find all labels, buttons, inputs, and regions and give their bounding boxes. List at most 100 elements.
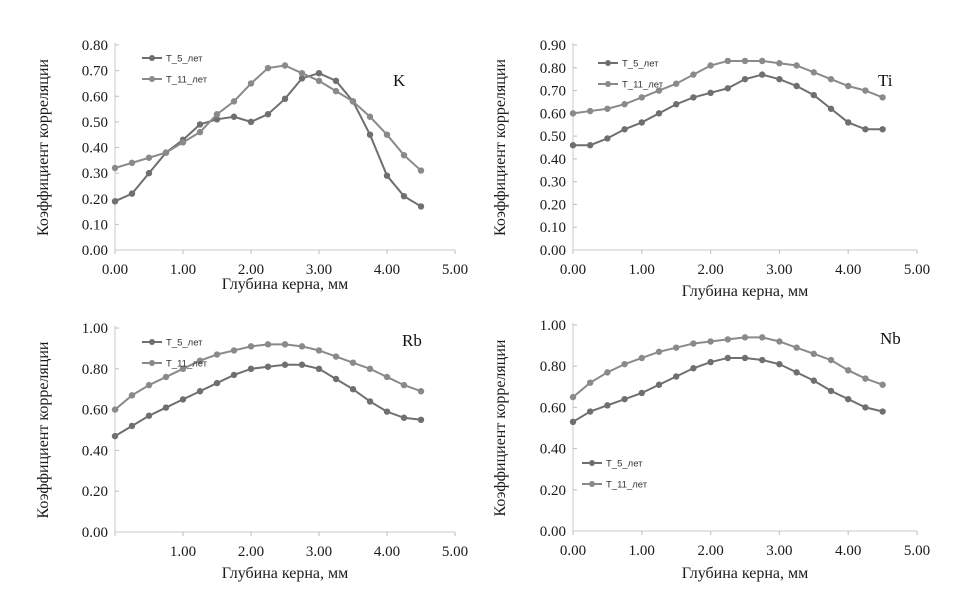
x-tick-label: 2.00 — [697, 262, 723, 278]
data-point — [655, 87, 663, 94]
x-tick-label: 4.00 — [374, 544, 400, 560]
data-point — [128, 392, 136, 399]
data-point — [264, 64, 272, 72]
x-axis-title: Глубина керна, мм — [222, 565, 349, 582]
element-label: Ti — [878, 71, 893, 90]
data-point — [638, 119, 645, 126]
data-point — [179, 139, 187, 146]
x-axis-title: Глубина керна, мм — [682, 283, 809, 300]
data-point — [383, 131, 391, 138]
y-tick-label: 0.40 — [540, 442, 566, 458]
data-point — [145, 381, 153, 389]
data-point — [332, 87, 340, 95]
x-tick-label: 1.00 — [629, 543, 655, 559]
data-point — [400, 381, 408, 389]
series-t5 — [111, 361, 425, 440]
data-point — [247, 343, 255, 350]
x-tick-label: 5.00 — [442, 262, 468, 278]
x-tick-label: 4.00 — [374, 262, 400, 278]
data-point — [845, 395, 852, 403]
legend-label: T_5_лет — [622, 59, 659, 70]
data-point — [776, 338, 783, 345]
x-tick-label: 3.00 — [306, 544, 332, 560]
chart-panel-nb: 0.00 0.20 0.40 0.60 0.80 1.00 0.00 1.00 2.00 3.00… — [492, 318, 930, 582]
data-point — [862, 87, 869, 94]
data-point — [655, 348, 663, 355]
x-tick-label: 3.00 — [306, 262, 332, 278]
x-tick-label: 5.00 — [442, 544, 468, 560]
data-point — [793, 82, 800, 90]
data-point — [179, 396, 187, 403]
y-tick-label: 0.30 — [540, 175, 566, 191]
data-point — [827, 75, 835, 83]
data-point — [281, 95, 289, 103]
data-point — [230, 113, 238, 120]
y-tick-label: 0.30 — [82, 166, 108, 182]
data-point — [247, 365, 255, 372]
y-tick-label: 0.90 — [540, 38, 566, 54]
x-tick-label: 2.00 — [238, 262, 264, 278]
data-point — [315, 365, 323, 372]
data-point — [707, 89, 714, 97]
data-point — [879, 381, 886, 388]
legend-marker — [149, 360, 155, 366]
data-point — [145, 412, 153, 419]
y-tick-label: 1.00 — [540, 318, 566, 334]
data-point — [638, 389, 645, 397]
y-tick-label: 0.60 — [540, 106, 566, 122]
series-line — [572, 336, 883, 398]
data-point — [366, 131, 374, 138]
data-point — [264, 110, 272, 118]
data-point — [604, 105, 611, 112]
chart-panel-rb: 0.00 0.20 0.40 0.60 0.80 1.00 1.00 2.00 3.00 4.00… — [35, 321, 468, 582]
y-tick-label: 0.00 — [82, 525, 108, 541]
data-point — [587, 142, 594, 149]
series-t5 — [111, 69, 425, 210]
data-point — [213, 351, 221, 358]
data-point — [741, 354, 749, 362]
y-tick-label: 0.20 — [82, 192, 108, 208]
data-point — [621, 395, 628, 403]
y-tick-label: 0.60 — [540, 400, 566, 416]
series-t5 — [569, 71, 886, 149]
series-t11 — [569, 334, 886, 401]
y-tick-label: 0.80 — [540, 61, 566, 77]
y-tick-label: 0.80 — [82, 362, 108, 378]
data-point — [315, 69, 323, 77]
x-axis-title: Глубина керна, мм — [222, 276, 349, 293]
data-point — [111, 198, 119, 205]
y-tick-label: 1.00 — [82, 321, 108, 337]
data-point — [400, 151, 408, 159]
legend-label: T_11_лет — [166, 359, 208, 370]
y-tick-label: 0.50 — [540, 129, 566, 145]
data-point — [196, 128, 204, 136]
legend-marker — [589, 481, 595, 487]
y-tick-label: 0.70 — [540, 84, 566, 100]
x-tick-label: 0.00 — [560, 543, 586, 559]
data-point — [400, 414, 408, 421]
y-tick-label: 0.00 — [540, 243, 566, 259]
data-point — [759, 356, 766, 364]
element-label: Rb — [402, 331, 422, 350]
x-tick-label: 2.00 — [697, 543, 723, 559]
data-point — [332, 375, 340, 383]
data-point — [827, 105, 835, 112]
data-point — [569, 418, 577, 426]
element-label: K — [393, 71, 406, 90]
data-point — [690, 94, 697, 101]
legend-marker — [605, 60, 611, 66]
y-axis-title: Коэффициент корреляции — [35, 341, 52, 518]
data-point — [707, 358, 714, 366]
data-point — [621, 360, 628, 368]
data-point — [759, 334, 766, 341]
data-point — [707, 62, 714, 69]
y-tick-label: 0.80 — [540, 359, 566, 375]
data-point — [827, 387, 835, 395]
x-tick-label: 5.00 — [904, 543, 930, 559]
data-point — [793, 344, 800, 351]
series-line — [114, 363, 422, 437]
legend-marker — [149, 76, 155, 82]
data-point — [383, 172, 391, 179]
data-point — [690, 365, 697, 372]
